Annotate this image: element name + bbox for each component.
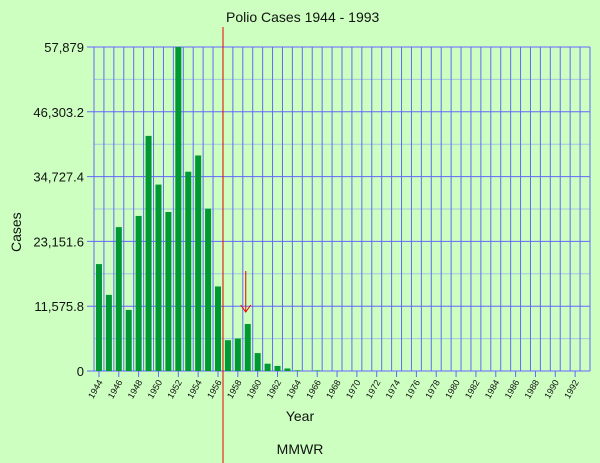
- bar-1954: [195, 155, 202, 371]
- x-tick-label: 1944: [86, 378, 105, 400]
- arrow-head-icon: [240, 304, 252, 313]
- x-tick-label: 1962: [265, 378, 284, 400]
- x-tick-label: 1978: [423, 378, 442, 400]
- bar-1952: [175, 47, 182, 371]
- y-tick-label: 34,727.4: [33, 170, 84, 185]
- x-tick-label: 1950: [146, 378, 165, 400]
- bar-1956: [215, 286, 221, 371]
- x-tick-label: 1966: [304, 378, 323, 400]
- y-tick-label: 23,151.6: [33, 234, 84, 249]
- bar-1955: [205, 208, 212, 371]
- x-tick-label: 1952: [165, 378, 184, 400]
- y-tick-label: 57,879: [44, 40, 84, 55]
- bar-1963: [284, 368, 291, 371]
- bar-1950: [155, 184, 162, 371]
- bar-1948: [135, 215, 142, 371]
- x-tick-label: 1986: [503, 378, 522, 400]
- x-tick-label: 1954: [185, 378, 204, 400]
- x-tick-label: 1970: [344, 378, 363, 400]
- x-tick-label: 1974: [384, 378, 403, 400]
- bar-1945: [105, 294, 112, 371]
- chart-source: MMWR: [276, 441, 324, 457]
- bar-1962: [274, 365, 281, 371]
- y-tick-label: 11,575.8: [34, 299, 84, 314]
- y-tick-label: 0: [77, 364, 84, 379]
- bar-1960: [254, 353, 261, 371]
- chart-title: Polio Cases 1944 - 1993: [226, 9, 380, 25]
- bar-1949: [145, 135, 152, 371]
- bar-1958: [234, 338, 241, 371]
- bar-1966: [314, 370, 321, 371]
- x-tick-label: 1990: [542, 378, 561, 400]
- bar-1947: [125, 309, 132, 371]
- x-tick-label: 1958: [225, 378, 244, 400]
- y-tick-label: 46,303.2: [33, 105, 84, 120]
- bar-1951: [165, 212, 172, 371]
- x-tick-label: 1980: [443, 378, 462, 400]
- x-tick-label: 1948: [126, 378, 145, 400]
- x-tick-label: 1984: [483, 378, 502, 400]
- x-axis-label: Year: [285, 408, 315, 424]
- bar-1944: [95, 264, 102, 371]
- bar-1953: [185, 171, 192, 371]
- x-tick-label: 1964: [284, 378, 303, 400]
- bar-1961: [264, 363, 271, 371]
- x-tick-label: 1946: [106, 378, 125, 400]
- x-tick-label: 1976: [403, 378, 422, 400]
- x-tick-label: 1968: [324, 378, 343, 400]
- x-tick-label: 1960: [245, 378, 264, 400]
- bar-1946: [115, 227, 122, 371]
- x-tick-label: 1992: [562, 378, 581, 400]
- x-tick-label: 1988: [522, 378, 541, 400]
- bar-1959: [244, 323, 251, 371]
- bar-1957: [224, 340, 231, 371]
- bar-1964: [294, 370, 301, 371]
- x-tick-label: 1972: [364, 378, 383, 400]
- x-tick-label: 1956: [205, 378, 224, 400]
- x-tick-label: 1982: [463, 378, 482, 400]
